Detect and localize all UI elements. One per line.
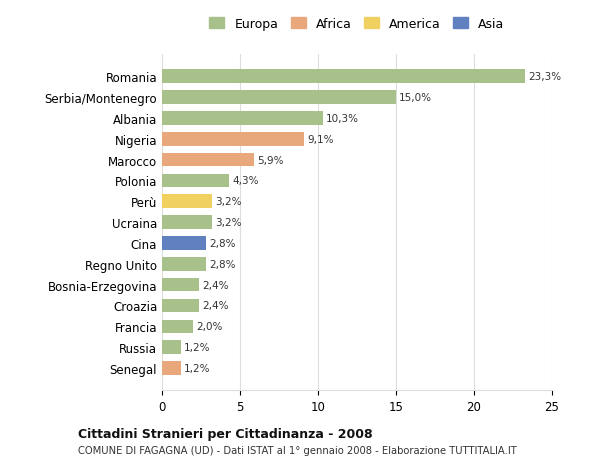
- Bar: [162, 195, 212, 208]
- Bar: [162, 91, 396, 105]
- Text: 2,8%: 2,8%: [209, 238, 235, 248]
- Bar: [162, 174, 229, 188]
- Bar: [162, 320, 193, 333]
- Text: 15,0%: 15,0%: [399, 93, 432, 103]
- Text: COMUNE DI FAGAGNA (UD) - Dati ISTAT al 1° gennaio 2008 - Elaborazione TUTTITALIA: COMUNE DI FAGAGNA (UD) - Dati ISTAT al 1…: [78, 445, 517, 455]
- Legend: Europa, Africa, America, Asia: Europa, Africa, America, Asia: [209, 18, 505, 31]
- Bar: [162, 361, 181, 375]
- Text: 2,0%: 2,0%: [196, 322, 223, 331]
- Bar: [162, 216, 212, 230]
- Bar: [162, 112, 323, 125]
- Text: Cittadini Stranieri per Cittadinanza - 2008: Cittadini Stranieri per Cittadinanza - 2…: [78, 427, 373, 440]
- Text: 2,4%: 2,4%: [203, 280, 229, 290]
- Bar: [162, 237, 206, 250]
- Text: 9,1%: 9,1%: [307, 134, 334, 145]
- Bar: [162, 153, 254, 167]
- Bar: [162, 341, 181, 354]
- Text: 4,3%: 4,3%: [232, 176, 259, 186]
- Bar: [162, 257, 206, 271]
- Text: 2,4%: 2,4%: [203, 301, 229, 311]
- Text: 5,9%: 5,9%: [257, 155, 284, 165]
- Text: 23,3%: 23,3%: [529, 72, 562, 82]
- Bar: [162, 70, 526, 84]
- Text: 2,8%: 2,8%: [209, 259, 235, 269]
- Text: 3,2%: 3,2%: [215, 197, 242, 207]
- Bar: [162, 133, 304, 146]
- Text: 10,3%: 10,3%: [326, 114, 359, 123]
- Text: 1,2%: 1,2%: [184, 342, 211, 353]
- Text: 3,2%: 3,2%: [215, 218, 242, 228]
- Bar: [162, 278, 199, 292]
- Text: 1,2%: 1,2%: [184, 363, 211, 373]
- Bar: [162, 299, 199, 313]
